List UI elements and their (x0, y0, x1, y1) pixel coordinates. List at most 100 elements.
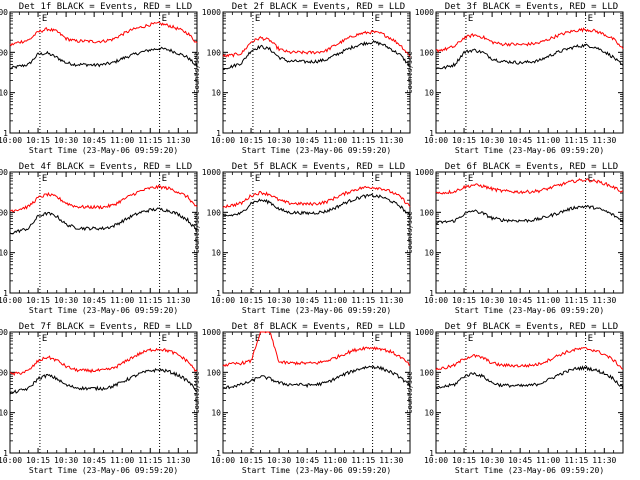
chart-title: Det 5f BLACK = Events, RED = LLD (232, 162, 405, 172)
chart-panel-6: Det 6f BLACK = Events, RED = LLD 1 10 100 10… (406, 162, 624, 315)
y-tick-label: 1 (429, 449, 434, 458)
event-marker-label: E (255, 334, 260, 344)
chart-title: Det 7f BLACK = Events, RED = LLD (19, 322, 192, 332)
x-tick-label: 10:15 (239, 456, 263, 465)
x-axis-label: Start Time (23-May-06 09:59:20) (242, 466, 391, 475)
chart-title: Det 2f BLACK = Events, RED = LLD (232, 2, 405, 12)
event-marker-label: E (468, 334, 473, 344)
chart-panel-1: Det 1f BLACK = Events, RED = LLD 1 10 100 10… (0, 2, 198, 155)
x-tick-label: 10:15 (239, 296, 263, 305)
y-tick-label: 1 (3, 289, 8, 298)
y-tick-label: 100 (207, 368, 222, 377)
series-line-events (435, 204, 624, 225)
plot-frame (435, 171, 624, 294)
y-axis-label: Counts/sec (193, 211, 201, 253)
series-line-events (435, 43, 624, 70)
x-tick-label: 10:30 (480, 296, 504, 305)
x-tick-label: 10:30 (480, 456, 504, 465)
y-tick-label: 1 (216, 289, 221, 298)
event-marker-label: E (42, 334, 47, 344)
plot-frame (9, 171, 198, 294)
x-tick-label: 10:00 (424, 296, 448, 305)
series-line-events (222, 193, 411, 217)
x-tick-label: 10:45 (82, 296, 106, 305)
x-tick-label: 10:00 (424, 456, 448, 465)
series-line-events (9, 46, 198, 70)
x-tick-label: 11:30 (592, 296, 616, 305)
x-tick-label: 10:15 (452, 136, 476, 145)
x-axis-label: Start Time (23-May-06 09:59:20) (29, 146, 178, 155)
x-tick-label: 11:30 (592, 456, 616, 465)
series-line-lld (222, 331, 411, 368)
x-tick-label: 11:00 (110, 296, 134, 305)
event-marker-label: E (162, 174, 167, 184)
event-marker-label: E (468, 14, 473, 24)
x-tick-label: 11:30 (379, 136, 403, 145)
y-tick-label: 1000 (415, 8, 434, 17)
series-line-events (435, 365, 624, 390)
event-marker-label: E (588, 174, 593, 184)
x-axis-label: Start Time (23-May-06 09:59:20) (29, 466, 178, 475)
x-tick-label: 10:15 (452, 296, 476, 305)
x-tick-label: 10:45 (508, 136, 532, 145)
x-axis-label: Start Time (23-May-06 09:59:20) (455, 306, 604, 315)
chart-panel-2: Det 2f BLACK = Events, RED = LLD 1 10 100 10… (193, 2, 411, 155)
x-tick-label: 10:45 (295, 456, 319, 465)
y-tick-label: 100 (0, 208, 8, 217)
x-tick-label: 11:15 (138, 296, 162, 305)
plot-frame (435, 331, 624, 454)
series-line-lld (222, 185, 411, 209)
x-tick-label: 10:30 (54, 296, 78, 305)
x-tick-label: 10:00 (424, 136, 448, 145)
x-tick-label: 11:00 (110, 136, 134, 145)
x-tick-label: 10:15 (26, 296, 50, 305)
chart-title: Det 9f BLACK = Events, RED = LLD (445, 322, 618, 332)
series-line-events (222, 39, 411, 71)
y-tick-label: 1 (216, 449, 221, 458)
event-marker-label: E (162, 14, 167, 24)
series-line-events (9, 368, 197, 395)
x-tick-label: 10:45 (295, 296, 319, 305)
series-line-lld (222, 29, 411, 58)
x-tick-label: 10:00 (211, 296, 235, 305)
chart-panel-4: Det 4f BLACK = Events, RED = LLD 1 10 100 10… (0, 162, 198, 315)
x-tick-label: 11:15 (564, 456, 588, 465)
event-marker-label: E (588, 14, 593, 24)
y-tick-label: 1 (429, 289, 434, 298)
x-tick-label: 10:45 (82, 456, 106, 465)
y-tick-label: 1 (3, 449, 8, 458)
y-tick-label: 10 (211, 409, 221, 418)
x-axis-label: Start Time (23-May-06 09:59:20) (29, 306, 178, 315)
x-tick-label: 10:45 (82, 136, 106, 145)
y-tick-label: 100 (0, 48, 8, 57)
x-tick-label: 10:30 (267, 456, 291, 465)
event-marker-label: E (588, 334, 593, 344)
x-tick-label: 10:00 (0, 136, 22, 145)
chart-panel-3: Det 3f BLACK = Events, RED = LLD 1 10 100 10… (406, 2, 624, 155)
x-tick-label: 10:45 (508, 296, 532, 305)
event-marker-label: E (375, 14, 380, 24)
series-line-lld (9, 184, 198, 213)
y-tick-label: 10 (211, 249, 221, 258)
x-tick-label: 10:00 (0, 296, 22, 305)
x-tick-label: 10:15 (452, 456, 476, 465)
y-axis-label: Counts/sec (406, 371, 414, 413)
event-marker-label: E (162, 334, 167, 344)
x-tick-label: 11:30 (379, 456, 403, 465)
x-tick-label: 10:00 (0, 456, 22, 465)
y-tick-label: 1 (216, 129, 221, 138)
x-tick-label: 10:15 (26, 456, 50, 465)
y-tick-label: 1000 (415, 328, 434, 337)
x-tick-label: 11:15 (351, 296, 375, 305)
x-tick-label: 10:30 (54, 456, 78, 465)
series-line-events (9, 207, 198, 235)
x-tick-label: 10:45 (508, 456, 532, 465)
x-tick-label: 11:00 (536, 136, 560, 145)
y-tick-label: 100 (420, 48, 435, 57)
y-tick-label: 10 (424, 249, 434, 258)
y-tick-label: 10 (424, 89, 434, 98)
x-tick-label: 11:30 (592, 136, 616, 145)
x-tick-label: 11:15 (351, 136, 375, 145)
event-marker-label: E (42, 174, 47, 184)
